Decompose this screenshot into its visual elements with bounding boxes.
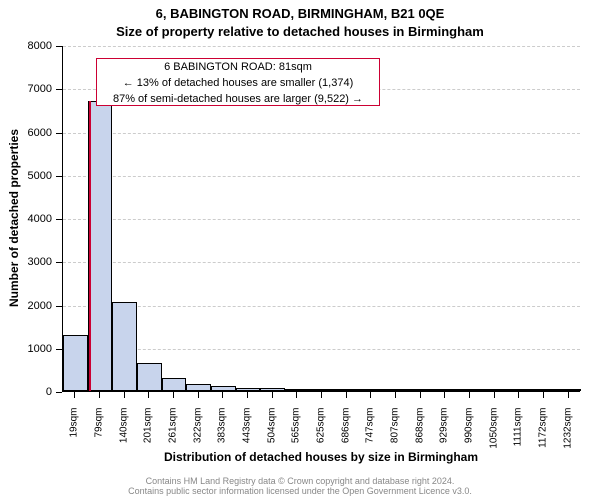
x-tick [148, 392, 149, 398]
grid-line [63, 176, 580, 177]
x-tick-label: 19sqm [69, 408, 80, 458]
grid-line [63, 349, 580, 350]
y-tick-label: 8000 [0, 40, 52, 52]
y-tick [56, 349, 62, 350]
x-tick [518, 392, 519, 398]
annotation-box: 6 BABINGTON ROAD: 81sqm ← 13% of detache… [96, 58, 380, 106]
histogram-bar [532, 389, 557, 391]
histogram-bar [458, 389, 483, 391]
annotation-line-1: 6 BABINGTON ROAD: 81sqm [97, 59, 379, 75]
y-tick-label: 1000 [0, 343, 52, 355]
histogram-bar [334, 389, 359, 391]
x-tick-label: 261sqm [168, 408, 179, 458]
y-tick-label: 3000 [0, 256, 52, 268]
histogram-bar [260, 388, 285, 391]
x-tick [346, 392, 347, 398]
x-tick [124, 392, 125, 398]
histogram-bar [162, 378, 187, 391]
y-tick-label: 5000 [0, 170, 52, 182]
x-tick-label: 1172sqm [538, 408, 549, 458]
x-tick-label: 990sqm [464, 408, 475, 458]
x-tick-label: 1232sqm [562, 408, 573, 458]
x-tick [198, 392, 199, 398]
footer: Contains HM Land Registry data © Crown c… [0, 476, 600, 496]
footer-line-2: Contains public sector information licen… [0, 486, 600, 496]
x-tick-label: 1050sqm [488, 408, 499, 458]
x-tick-label: 1111sqm [513, 408, 524, 458]
y-tick-label: 2000 [0, 300, 52, 312]
y-tick [56, 306, 62, 307]
x-tick-label: 686sqm [340, 408, 351, 458]
page-root: 6, BABINGTON ROAD, BIRMINGHAM, B21 0QE S… [0, 0, 600, 500]
chart-title-line1: 6, BABINGTON ROAD, BIRMINGHAM, B21 0QE [0, 6, 600, 21]
y-tick [56, 133, 62, 134]
annotation-line-3: 87% of semi-detached houses are larger (… [97, 91, 379, 107]
x-tick-label: 201sqm [143, 408, 154, 458]
x-tick-label: 807sqm [390, 408, 401, 458]
grid-line [63, 219, 580, 220]
x-tick-label: 504sqm [266, 408, 277, 458]
x-tick-label: 747sqm [365, 408, 376, 458]
x-tick [444, 392, 445, 398]
annotation-line-2: ← 13% of detached houses are smaller (1,… [97, 75, 379, 91]
x-tick [568, 392, 569, 398]
x-tick-label: 140sqm [118, 408, 129, 458]
chart-title-line2: Size of property relative to detached ho… [0, 24, 600, 39]
histogram-bar [359, 389, 384, 391]
x-tick-label: 625sqm [316, 408, 327, 458]
grid-line [63, 133, 580, 134]
x-tick [469, 392, 470, 398]
y-tick-label: 7000 [0, 83, 52, 95]
y-tick [56, 219, 62, 220]
histogram-bar [285, 389, 310, 391]
histogram-bar [384, 389, 409, 391]
x-tick [296, 392, 297, 398]
x-tick [543, 392, 544, 398]
histogram-bar [236, 388, 261, 391]
histogram-bar [63, 335, 88, 391]
y-tick [56, 262, 62, 263]
histogram-bar [88, 101, 113, 391]
x-tick [247, 392, 248, 398]
x-tick-label: 79sqm [94, 408, 105, 458]
x-tick-label: 443sqm [242, 408, 253, 458]
histogram-bar [186, 384, 211, 391]
histogram-bar [211, 386, 236, 391]
grid-line [63, 262, 580, 263]
histogram-bar [433, 389, 458, 391]
marker-line [89, 101, 91, 391]
x-tick [321, 392, 322, 398]
x-tick [99, 392, 100, 398]
x-tick-label: 383sqm [217, 408, 228, 458]
histogram-bar [112, 302, 137, 391]
y-tick [56, 89, 62, 90]
x-tick [173, 392, 174, 398]
x-tick [272, 392, 273, 398]
x-tick [74, 392, 75, 398]
y-tick-label: 6000 [0, 127, 52, 139]
grid-line [63, 46, 580, 47]
histogram-bar [310, 389, 335, 391]
x-tick [494, 392, 495, 398]
histogram-bar [408, 389, 433, 391]
x-tick-label: 929sqm [439, 408, 450, 458]
x-tick-label: 868sqm [414, 408, 425, 458]
grid-line [63, 306, 580, 307]
histogram-bar [556, 389, 581, 391]
footer-line-1: Contains HM Land Registry data © Crown c… [0, 476, 600, 486]
y-tick [56, 46, 62, 47]
x-tick [222, 392, 223, 398]
x-tick-label: 565sqm [291, 408, 302, 458]
y-tick [56, 392, 62, 393]
histogram-bar [137, 363, 162, 391]
histogram-bar [482, 389, 507, 391]
x-tick [420, 392, 421, 398]
x-tick-label: 322sqm [192, 408, 203, 458]
histogram-bar [507, 389, 532, 391]
y-tick [56, 176, 62, 177]
x-tick [395, 392, 396, 398]
y-tick-label: 0 [0, 386, 52, 398]
y-tick-label: 4000 [0, 213, 52, 225]
x-tick [370, 392, 371, 398]
